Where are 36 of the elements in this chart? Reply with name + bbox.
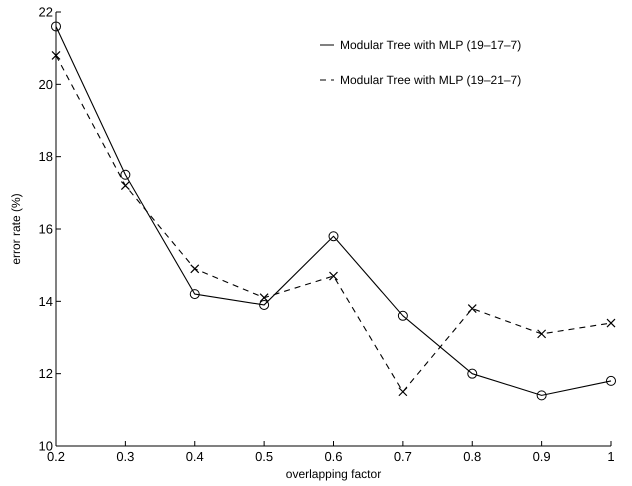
- x-tick-label: 0.3: [116, 449, 134, 464]
- legend-label: Modular Tree with MLP (19–21–7): [340, 73, 522, 87]
- point: [606, 376, 616, 386]
- y-tick-label: 18: [38, 149, 53, 164]
- x-axis-title: overlapping factor: [286, 467, 382, 481]
- y-tick-label: 16: [38, 222, 53, 236]
- x-tick-label: 0.5: [255, 449, 274, 464]
- point: [120, 170, 130, 180]
- x-tick-label: 0.7: [394, 449, 412, 464]
- x-tick-label: 0.6: [324, 449, 343, 464]
- y-tick-label: 20: [38, 76, 53, 92]
- point: [190, 264, 200, 274]
- y-axis-title: error rate (%): [9, 193, 23, 265]
- point: [259, 300, 270, 310]
- x-tick-label: 0.9: [532, 449, 551, 464]
- point: [120, 181, 130, 190]
- point: [398, 387, 408, 396]
- y-tick-label: 22: [38, 4, 53, 20]
- x-tick-label: 1: [607, 449, 615, 464]
- point: [328, 271, 338, 281]
- x-tick-label: 0.8: [463, 449, 482, 464]
- point: [260, 293, 269, 302]
- y-tick-label: 12: [38, 366, 53, 382]
- legend-label: Modular Tree with MLP (19–17–7): [340, 38, 522, 52]
- point: [398, 310, 408, 321]
- point: [51, 50, 61, 60]
- point: [468, 304, 477, 314]
- point: [537, 329, 546, 338]
- point: [328, 231, 338, 242]
- x-tick-label: 0.4: [186, 449, 204, 464]
- point: [467, 368, 478, 379]
- y-tick-label: 14: [38, 294, 53, 309]
- point: [606, 318, 616, 328]
- point: [536, 390, 547, 400]
- point: [51, 21, 61, 32]
- point: [190, 289, 200, 300]
